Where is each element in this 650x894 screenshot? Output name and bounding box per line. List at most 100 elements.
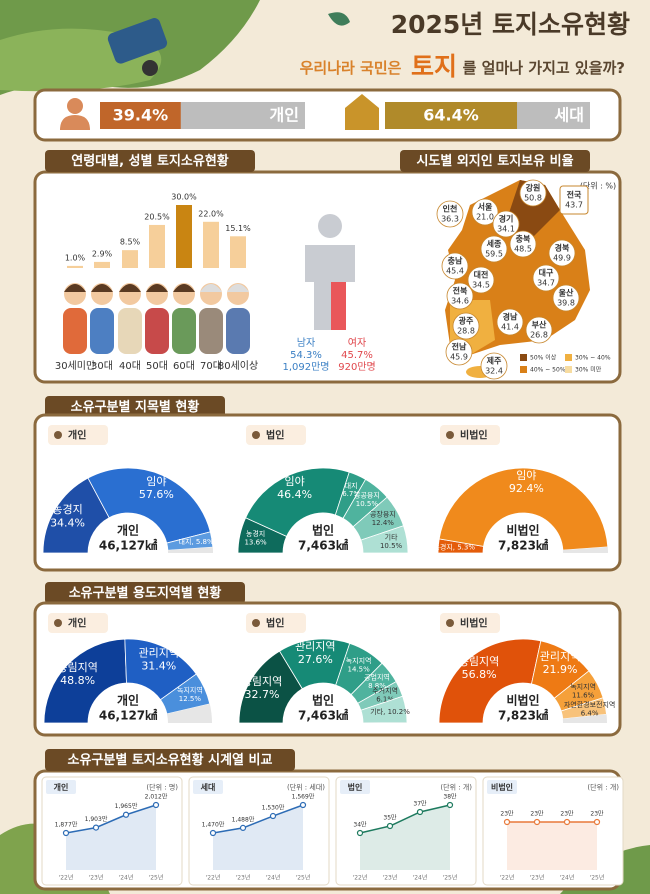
segment-name: 녹지지역 (177, 686, 203, 695)
segment-value: 92.4% (509, 482, 544, 495)
ts-tab (46, 780, 76, 794)
region-value: 59.5 (485, 250, 503, 259)
person-icon (60, 115, 90, 130)
ts-line (212, 804, 304, 834)
legend-label: 50% 이상 (530, 354, 557, 362)
truck-wheel (142, 60, 158, 76)
region-name: 전남 (452, 342, 467, 352)
panel-tab (440, 613, 500, 633)
age-bar (67, 265, 83, 268)
segment-value: 10.5% (380, 542, 403, 550)
segment-name: 공공용지 (354, 491, 380, 500)
ts-panel (482, 776, 624, 886)
section-title: 연령대별, 성별 토지소유현황 (71, 153, 229, 169)
segment-name: 농경지 (246, 529, 265, 538)
region-value: 28.8 (457, 327, 475, 336)
section-title: 소유구분별 토지소유현황 시계열 비교 (68, 752, 273, 768)
age-bar (176, 205, 192, 268)
ts-point (563, 818, 571, 826)
section-title: 소유구분별 용도지역별 현황 (69, 585, 222, 601)
ts-tab (487, 780, 517, 794)
segment-value: 32.7% (245, 688, 280, 701)
person-body (172, 308, 196, 354)
age-bar (230, 236, 246, 268)
region-badge (471, 198, 499, 226)
panel-tab (246, 425, 306, 445)
segment (360, 695, 408, 724)
segment-name: 주거지역 (372, 686, 398, 695)
region-value: 45.9 (450, 353, 468, 362)
ts-point (92, 824, 100, 831)
segment-value: 기타, 10.2% (370, 707, 410, 716)
donut-center: 비법인 (506, 523, 539, 538)
segment (87, 467, 211, 544)
ts-x-label: '22년 (206, 874, 221, 882)
gender-head (318, 214, 342, 238)
donut-center: 비법인 (506, 693, 539, 708)
age-category: 60대 (173, 360, 195, 372)
age-bar (203, 221, 219, 268)
region-value: 34.7 (537, 279, 555, 288)
ts-area (360, 805, 450, 870)
subtitle-post: 를 얼마나 가지고 있을까? (463, 59, 625, 77)
region-name: 전북 (453, 286, 468, 296)
gender-share: 54.3% (290, 350, 322, 361)
legend-label: 40% ~ 50% (530, 367, 566, 374)
section-title: 시도별 외지인 토지보유 비율 (416, 153, 573, 169)
segment-name: 자연환경보전지역 (564, 700, 616, 709)
ts-point (239, 824, 247, 832)
ts-x-label: '22년 (500, 874, 515, 882)
ts-value: 23만 (500, 810, 514, 818)
ts-value: 1,470만 (202, 821, 225, 829)
age-bar (94, 261, 110, 268)
ts-point (446, 801, 454, 809)
gender-count: 920만명 (338, 361, 376, 373)
segment-value: 48.8% (60, 674, 95, 687)
ts-point (62, 829, 70, 837)
region-name: 대구 (539, 268, 554, 278)
person-body (63, 308, 87, 354)
person-hair (173, 284, 195, 292)
subtitle: 우리나라 국민은 토지 를 얼마나 가지고 있을까? (300, 52, 625, 81)
age-value: 2.9% (92, 249, 113, 258)
ts-value: 23만 (590, 810, 604, 818)
region-value: 36.3 (441, 215, 459, 224)
donut-area: 7,823㎢ (498, 708, 548, 723)
subtitle-pre: 우리나라 국민은 (300, 59, 402, 77)
section-tab (45, 582, 245, 604)
ts-name: 개인 (54, 782, 69, 792)
ts-point (593, 818, 601, 826)
segment-value: 8.8% (368, 682, 386, 690)
segment-name: 녹지지역 (346, 656, 372, 665)
panel-tab (48, 613, 108, 633)
truck (107, 18, 168, 64)
female-fill (331, 282, 346, 330)
region-value: 21.0 (476, 213, 494, 222)
region-name: 서울 (478, 202, 493, 212)
ts-name: 비법인 (491, 782, 513, 792)
segment-name: 농경지 (52, 503, 82, 516)
segment-rest (166, 703, 213, 723)
segment-value: 21.9% (543, 663, 578, 676)
age-category: 50대 (146, 360, 168, 372)
segment-name: 임야 (516, 469, 536, 482)
segment (438, 467, 609, 551)
region-value: 43.7 (565, 201, 583, 210)
ts-point (299, 801, 307, 809)
segment-value: 46.4% (277, 488, 312, 501)
region-value: 26.8 (530, 331, 548, 340)
region-badge (532, 264, 560, 292)
ts-tab (193, 780, 223, 794)
ts-value: 23만 (530, 810, 544, 818)
person-hair (200, 284, 222, 292)
summary-name: 개인 (270, 106, 299, 125)
region-value: 50.8 (524, 194, 542, 203)
segment-value: 27.6% (298, 653, 333, 666)
ts-value: 38만 (443, 793, 457, 801)
person-hair (146, 284, 168, 292)
map-unit: (단위 : %) (580, 181, 616, 191)
age-category: 70대 (200, 360, 222, 372)
region-name: 강원 (526, 183, 541, 193)
ts-value: 34만 (353, 821, 367, 829)
